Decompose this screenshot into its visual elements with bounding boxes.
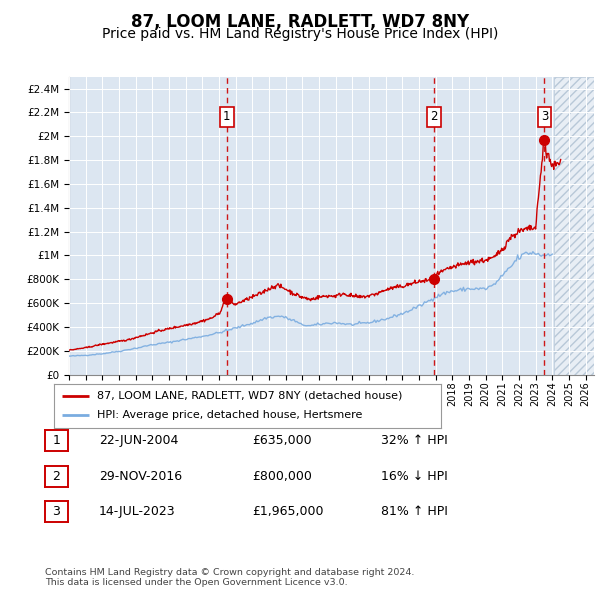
Text: 14-JUL-2023: 14-JUL-2023	[99, 505, 176, 518]
Text: 87, LOOM LANE, RADLETT, WD7 8NY (detached house): 87, LOOM LANE, RADLETT, WD7 8NY (detache…	[97, 391, 402, 401]
Text: £1,965,000: £1,965,000	[252, 505, 323, 518]
Text: £635,000: £635,000	[252, 434, 311, 447]
Text: 81% ↑ HPI: 81% ↑ HPI	[381, 505, 448, 518]
Text: Contains HM Land Registry data © Crown copyright and database right 2024.
This d: Contains HM Land Registry data © Crown c…	[45, 568, 415, 587]
Text: 2: 2	[52, 470, 61, 483]
Text: HPI: Average price, detached house, Hertsmere: HPI: Average price, detached house, Hert…	[97, 411, 362, 420]
Text: 16% ↓ HPI: 16% ↓ HPI	[381, 470, 448, 483]
Text: 1: 1	[52, 434, 61, 447]
Text: 3: 3	[541, 110, 548, 123]
Text: 29-NOV-2016: 29-NOV-2016	[99, 470, 182, 483]
Text: Price paid vs. HM Land Registry's House Price Index (HPI): Price paid vs. HM Land Registry's House …	[102, 27, 498, 41]
Text: 22-JUN-2004: 22-JUN-2004	[99, 434, 178, 447]
Text: 87, LOOM LANE, RADLETT, WD7 8NY: 87, LOOM LANE, RADLETT, WD7 8NY	[131, 13, 469, 31]
Text: 3: 3	[52, 505, 61, 518]
Text: £800,000: £800,000	[252, 470, 312, 483]
Text: 1: 1	[223, 110, 230, 123]
Text: 32% ↑ HPI: 32% ↑ HPI	[381, 434, 448, 447]
Text: 2: 2	[430, 110, 438, 123]
